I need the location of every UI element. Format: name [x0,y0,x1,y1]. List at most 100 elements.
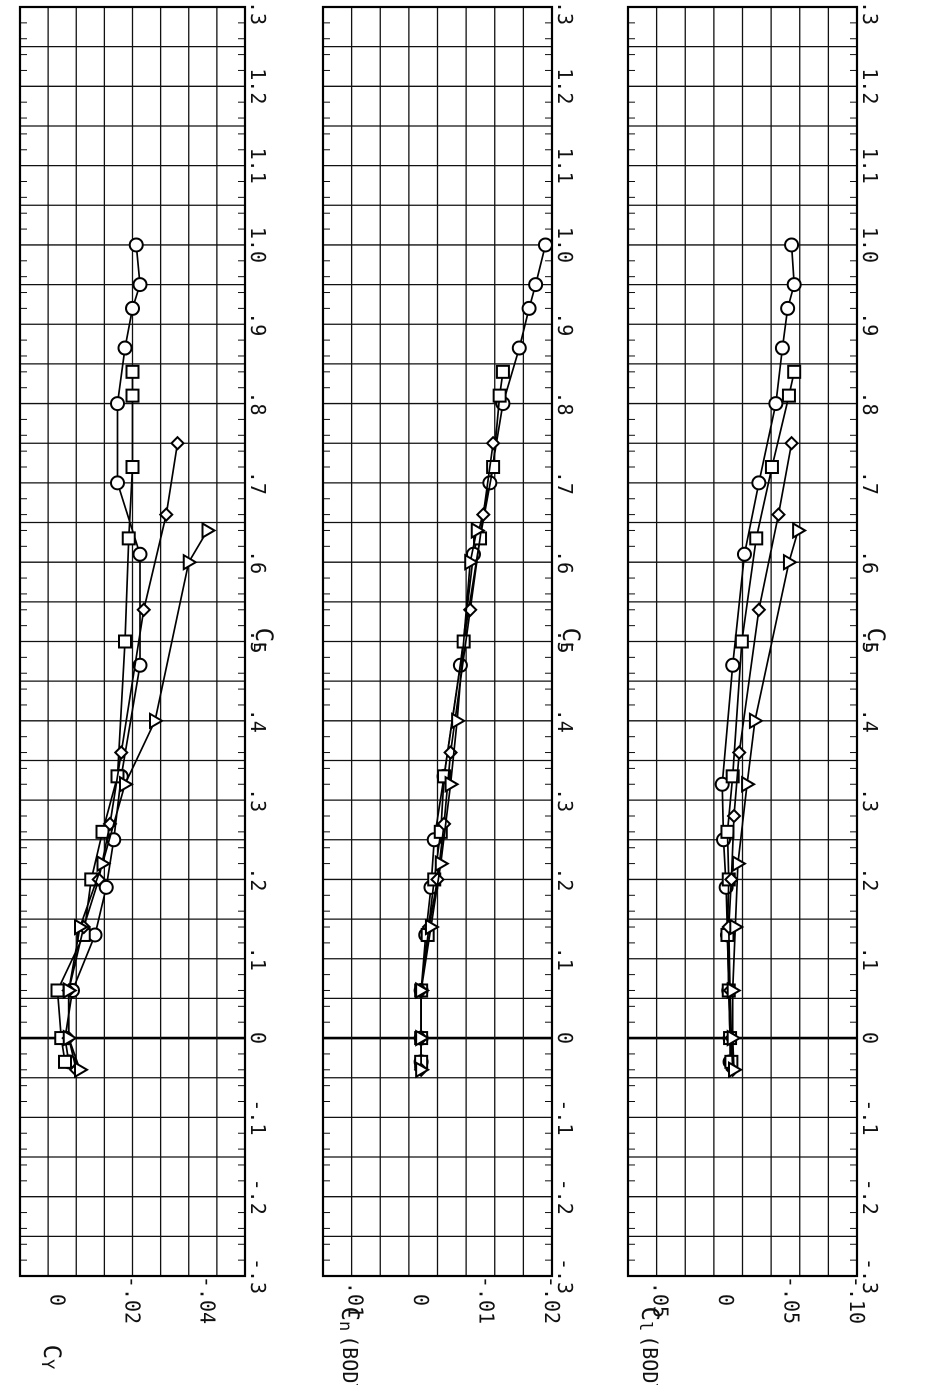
marker-triangle [727,1061,743,1079]
cl-tick-label: .1 [553,947,577,971]
marker-square [58,1054,72,1069]
marker-diamond [158,507,174,523]
marker-triangle [415,1061,431,1079]
marker-diamond [436,816,452,832]
marker-triangle [74,918,89,936]
cl-tick-label: .4 [246,709,270,733]
marker-diamond [771,507,786,523]
cl-tick-label: .2 [858,867,882,891]
marker-circle [768,396,784,412]
value-tick-labels: .01 0 -.01 -.02 [344,1276,564,1324]
cl-tick-label: .9 [246,312,270,336]
cl-tick-label: .1 [246,947,270,971]
marker-circle [511,340,527,356]
cl-tick-label: -.3 [553,1258,577,1294]
cl-tick-label: .1 [858,947,882,971]
cl-tick-label: -.2 [858,1179,882,1215]
marker-triangle [74,1061,89,1079]
marker-square [125,388,140,403]
cl-tick-label: 1.3 [246,0,270,25]
axis-titles: CL CY [37,628,278,1370]
marker-triangle [726,981,742,1000]
marker-square [725,769,740,784]
series-triangle [726,521,808,1079]
cl-tick-label: 1.1 [246,148,270,184]
marker-circle [784,237,800,253]
marker-circle [780,300,796,316]
cl-tick-label: .6 [246,550,270,574]
marker-diamond [113,745,129,760]
marker-circle [714,776,730,792]
cl-tick-label: .2 [246,867,270,891]
cl-tick-label: 1.1 [553,148,577,184]
marker-triangle [729,918,745,936]
marker-circle [128,237,144,253]
marker-triangle [782,553,798,571]
marker-square [720,824,735,839]
cl-tick-label: .9 [553,312,577,336]
cl-tick-label: .4 [858,709,882,733]
marker-circle [132,546,148,562]
cl-tick-label: .2 [553,867,577,891]
marker-circle [736,546,752,562]
marker-triangle [792,521,808,540]
value-tick-label: -.04 [196,1276,220,1324]
chart-panel-2: -.3 -.2 -.1 0 .1 .2 .3 .4 .5 .6 .7 .8 .9 1.0 1.1 1.2 1.3… [321,0,585,1385]
marker-square [764,460,779,475]
marker-circle [786,277,802,293]
minor-ticks [20,22,245,1261]
cl-tick-labels: -.3 -.2 -.1 0 .1 .2 .3 .4 .5 .6 .7 .8 .9 1.0 1.1 1.2 1.3 [246,0,270,1294]
x-axis-label: CL [249,628,278,653]
marker-triangle [444,775,460,794]
marker-triangle [119,775,134,794]
cl-tick-label: .4 [553,709,577,733]
marker-triangle [149,712,164,730]
cl-tick-label: -.1 [553,1099,577,1135]
cl-tick-label: .8 [858,392,882,416]
value-gridlines [47,7,218,1276]
series-square [50,364,140,1069]
marker-triangle [434,854,450,873]
chart-panel-1: -.3 -.2 -.1 0 .1 .2 .3 .4 .5 .6 .7 .8 .9 1.0 1.1 1.2 1.3… [18,0,278,1370]
marker-circle [98,879,114,895]
marker-triangle [96,854,112,873]
cl-tick-label: .3 [858,788,882,812]
value-tick-label: 0 [409,1294,433,1306]
value-tick-label: -.10 [845,1276,869,1324]
value-tick-label: -.05 [780,1276,804,1324]
cl-tick-label: .3 [553,788,577,812]
marker-circle [132,657,148,673]
marker-triangle [731,854,747,873]
marker-diamond [784,435,799,451]
marker-square [118,634,132,649]
cl-tick-labels: -.3 -.2 -.1 0 .1 .2 .3 .4 .5 .6 .7 .8 .9 1.0 1.1 1.2 1.3 [553,0,577,1294]
marker-circle [132,277,148,293]
marker-circle [521,300,537,316]
value-tick-label: .05 [649,1282,673,1318]
cl-tick-label: .8 [246,392,270,416]
cl-tick-label: .8 [553,392,577,416]
series-triangle [62,521,217,1079]
cl-tick-label: -.3 [246,1258,270,1294]
value-tick-label: .01 [344,1282,368,1318]
axis-titles: CL Cl(BODY) [635,628,890,1385]
marker-triangle [748,712,764,730]
cl-tick-label: .3 [246,788,270,812]
cl-tick-label: .5 [553,629,577,653]
marker-triangle [201,521,217,540]
marker-triangle [415,1029,431,1047]
series-triangle [415,521,486,1079]
value-tick-label: 0 [46,1294,70,1306]
chart-panels: -.3-.2-.10.1.2.3.4.5.6.7.8.91.01.11.21.3… [18,0,890,1385]
marker-diamond [475,507,491,523]
marker-square [781,388,796,403]
cl-tick-label: .5 [858,629,882,653]
marker-square [121,531,136,546]
cl-tick-label: 1.0 [246,227,270,263]
series-line-square [56,371,134,1062]
minor-ticks [323,22,552,1261]
y-axis-label: Cn(BODY) [335,1307,364,1385]
minor-ticks [628,22,857,1261]
marker-diamond [751,602,767,618]
marker-triangle [726,1029,742,1047]
